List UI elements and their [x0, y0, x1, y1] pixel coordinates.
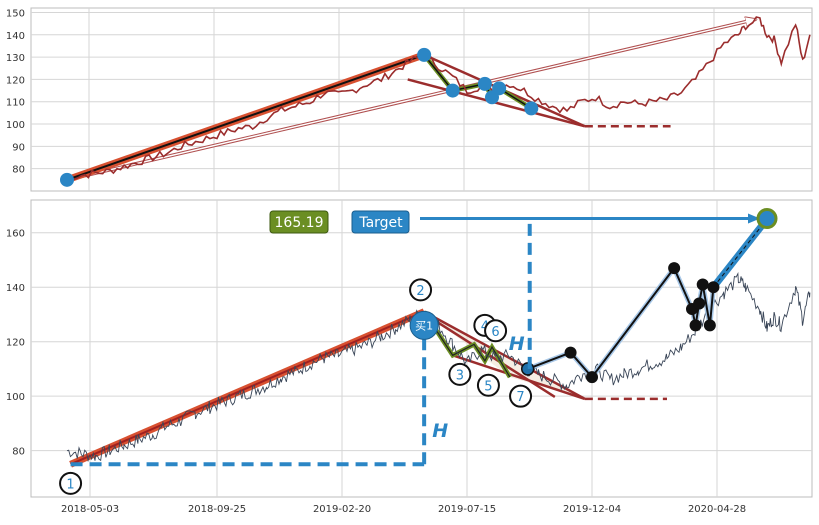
bottom-x-tick-label: 2019-07-15: [438, 504, 496, 515]
pivot-labels: 1234567: [59, 278, 533, 495]
post-path-marker: [564, 346, 577, 359]
pivot-circle: [448, 362, 472, 386]
pivot-label-1: 1: [59, 471, 83, 495]
pivot-number: 1: [66, 477, 74, 492]
post-path-marker: [668, 262, 681, 275]
top-y-tick-label: 140: [6, 31, 25, 42]
height-label-right: H: [509, 333, 525, 355]
post-final-dashed: [713, 218, 768, 288]
top-rally-line: [66, 53, 425, 181]
pivot-number: 5: [484, 379, 492, 394]
post-path-marker: [689, 319, 702, 332]
pivot-circle: [484, 319, 508, 343]
pivot-label-2: 2: [409, 278, 433, 302]
bottom-y-tick-label: 120: [6, 338, 25, 349]
post-path-marker: [586, 371, 598, 384]
bottom-x-tick-label: 2018-09-25: [188, 504, 246, 515]
bottom-y-tick-label: 100: [6, 392, 25, 403]
buy-label: 买1: [415, 319, 433, 332]
top-lower-trendline: [407, 78, 586, 128]
top-y-tick-label: 130: [6, 53, 25, 64]
post-path-marker: [696, 278, 709, 291]
post-path-marker: [693, 297, 706, 310]
top-y-tick-labels: 80 90 100 110 120 130 140 150: [6, 8, 25, 175]
top-pivot-marker: [445, 83, 460, 98]
top-pivot-marker: [524, 101, 539, 116]
top-projection-arrow-inner: [66, 18, 757, 181]
bottom-y-tick-labels: 80 100 120 140 160: [6, 229, 25, 458]
top-pivot-marker: [417, 47, 432, 62]
pivot-circle: [476, 373, 500, 397]
bottom-annotations: [70, 208, 778, 467]
target-label-text: Target: [358, 215, 403, 231]
bottom-panel: 80 100 120 140 160 2018-05-03 2018-09-25 2019-…: [6, 199, 813, 515]
top-price-line: [66, 16, 811, 181]
target-label-box: Target: [351, 210, 410, 234]
bottom-x-tick-label: 2020-04-28: [688, 504, 746, 515]
bottom-x-tick-label: 2019-02-20: [313, 504, 371, 515]
post-path-marker: [707, 281, 720, 294]
pivot-label-7: 7: [509, 384, 533, 408]
top-pivot-markers: [60, 47, 539, 187]
pivot-circle: [409, 278, 433, 302]
bottom-lower-trendline-2: [452, 354, 586, 401]
top-y-tick-label: 120: [6, 75, 25, 86]
top-pattern: [65, 18, 757, 184]
pivot-circle: [509, 384, 533, 408]
top-panel: 80 90 100 110 120 130 140 150: [6, 7, 813, 192]
bottom-panel-frame: [30, 199, 813, 498]
target-marker: [756, 208, 778, 230]
pivot-number: 2: [416, 284, 424, 299]
pivot-number: 3: [456, 368, 464, 383]
bottom-x-tick-label: 2018-05-03: [61, 504, 119, 515]
target-value-text: 165.19: [275, 215, 324, 231]
pivot-number: 7: [516, 390, 524, 405]
bottom-y-tick-label: 160: [6, 229, 25, 240]
post-path-marker: [703, 319, 716, 332]
bottom-x-tick-labels: 2018-05-03 2018-09-25 2019-02-20 2019-07-15…: [61, 504, 746, 515]
post-breakout-path: [520, 216, 770, 384]
buy-marker: [409, 310, 439, 340]
pivot-circle: [59, 471, 83, 495]
pivot-label-5: 5: [476, 373, 500, 397]
top-y-tick-label: 110: [6, 98, 25, 109]
pivot-label-3: 3: [448, 362, 472, 386]
top-y-tick-label: 150: [6, 8, 25, 19]
bottom-zigzag-line: [423, 311, 511, 378]
pivot-label-6: 6: [484, 319, 508, 343]
top-y-tick-label: 90: [12, 142, 25, 153]
height-label-left: H: [432, 420, 448, 442]
target-value-box: 165.19: [269, 210, 329, 234]
bottom-price-line: [66, 272, 811, 463]
top-pivot-marker: [492, 81, 507, 96]
bottom-upper-trendline: [423, 310, 586, 401]
top-y-tick-label: 80: [12, 165, 25, 176]
bottom-y-tick-label: 80: [12, 447, 25, 458]
top-pivot-marker: [477, 76, 492, 91]
pivot-number: 6: [491, 325, 499, 340]
bottom-x-tick-label: 2019-12-04: [563, 504, 621, 515]
top-pivot-marker: [60, 172, 74, 187]
top-panel-frame: [30, 7, 813, 192]
top-y-tick-label: 100: [6, 120, 25, 131]
bottom-y-tick-label: 140: [6, 283, 25, 294]
